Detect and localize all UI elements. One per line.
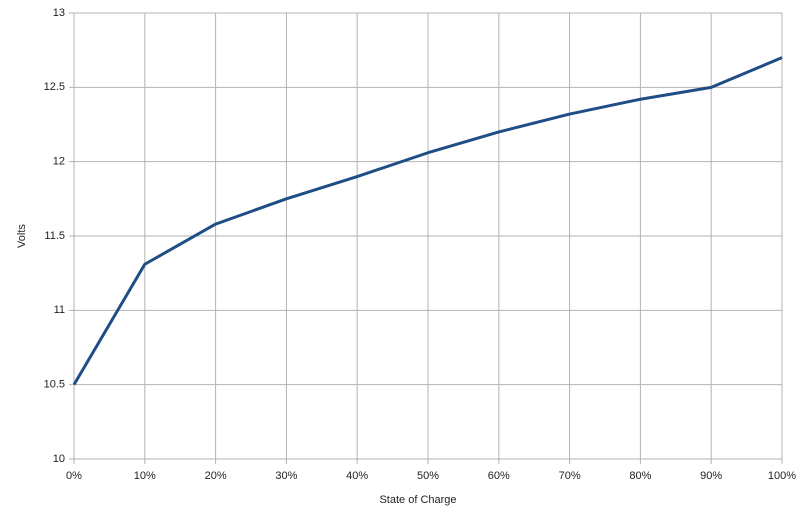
y-tick-label: 11.5 xyxy=(44,230,65,242)
x-tick-label: 40% xyxy=(346,470,368,482)
y-tick-label: 11 xyxy=(54,304,65,316)
y-tick-label: 10.5 xyxy=(44,379,65,391)
y-tick-label: 12 xyxy=(53,156,65,168)
x-tick-label: 90% xyxy=(700,470,722,482)
x-tick-label: 10% xyxy=(134,470,156,482)
x-tick-label: 30% xyxy=(275,470,297,482)
plot-frame xyxy=(73,12,783,460)
x-tick-label: 80% xyxy=(629,470,651,482)
y-tick-label: 10 xyxy=(53,453,65,465)
x-tick-label: 60% xyxy=(488,470,510,482)
x-tick-label: 100% xyxy=(768,470,796,482)
x-axis-label: State of Charge xyxy=(379,494,456,506)
x-tick-label: 20% xyxy=(205,470,227,482)
x-tick-label: 70% xyxy=(559,470,581,482)
data-line xyxy=(72,56,783,386)
y-axis-label: Volts xyxy=(16,224,28,248)
x-tick-label: 0% xyxy=(66,470,82,482)
y-tick-label: 13 xyxy=(53,7,65,19)
y-tick-label: 12.5 xyxy=(44,81,65,93)
x-tick-label: 50% xyxy=(417,470,439,482)
